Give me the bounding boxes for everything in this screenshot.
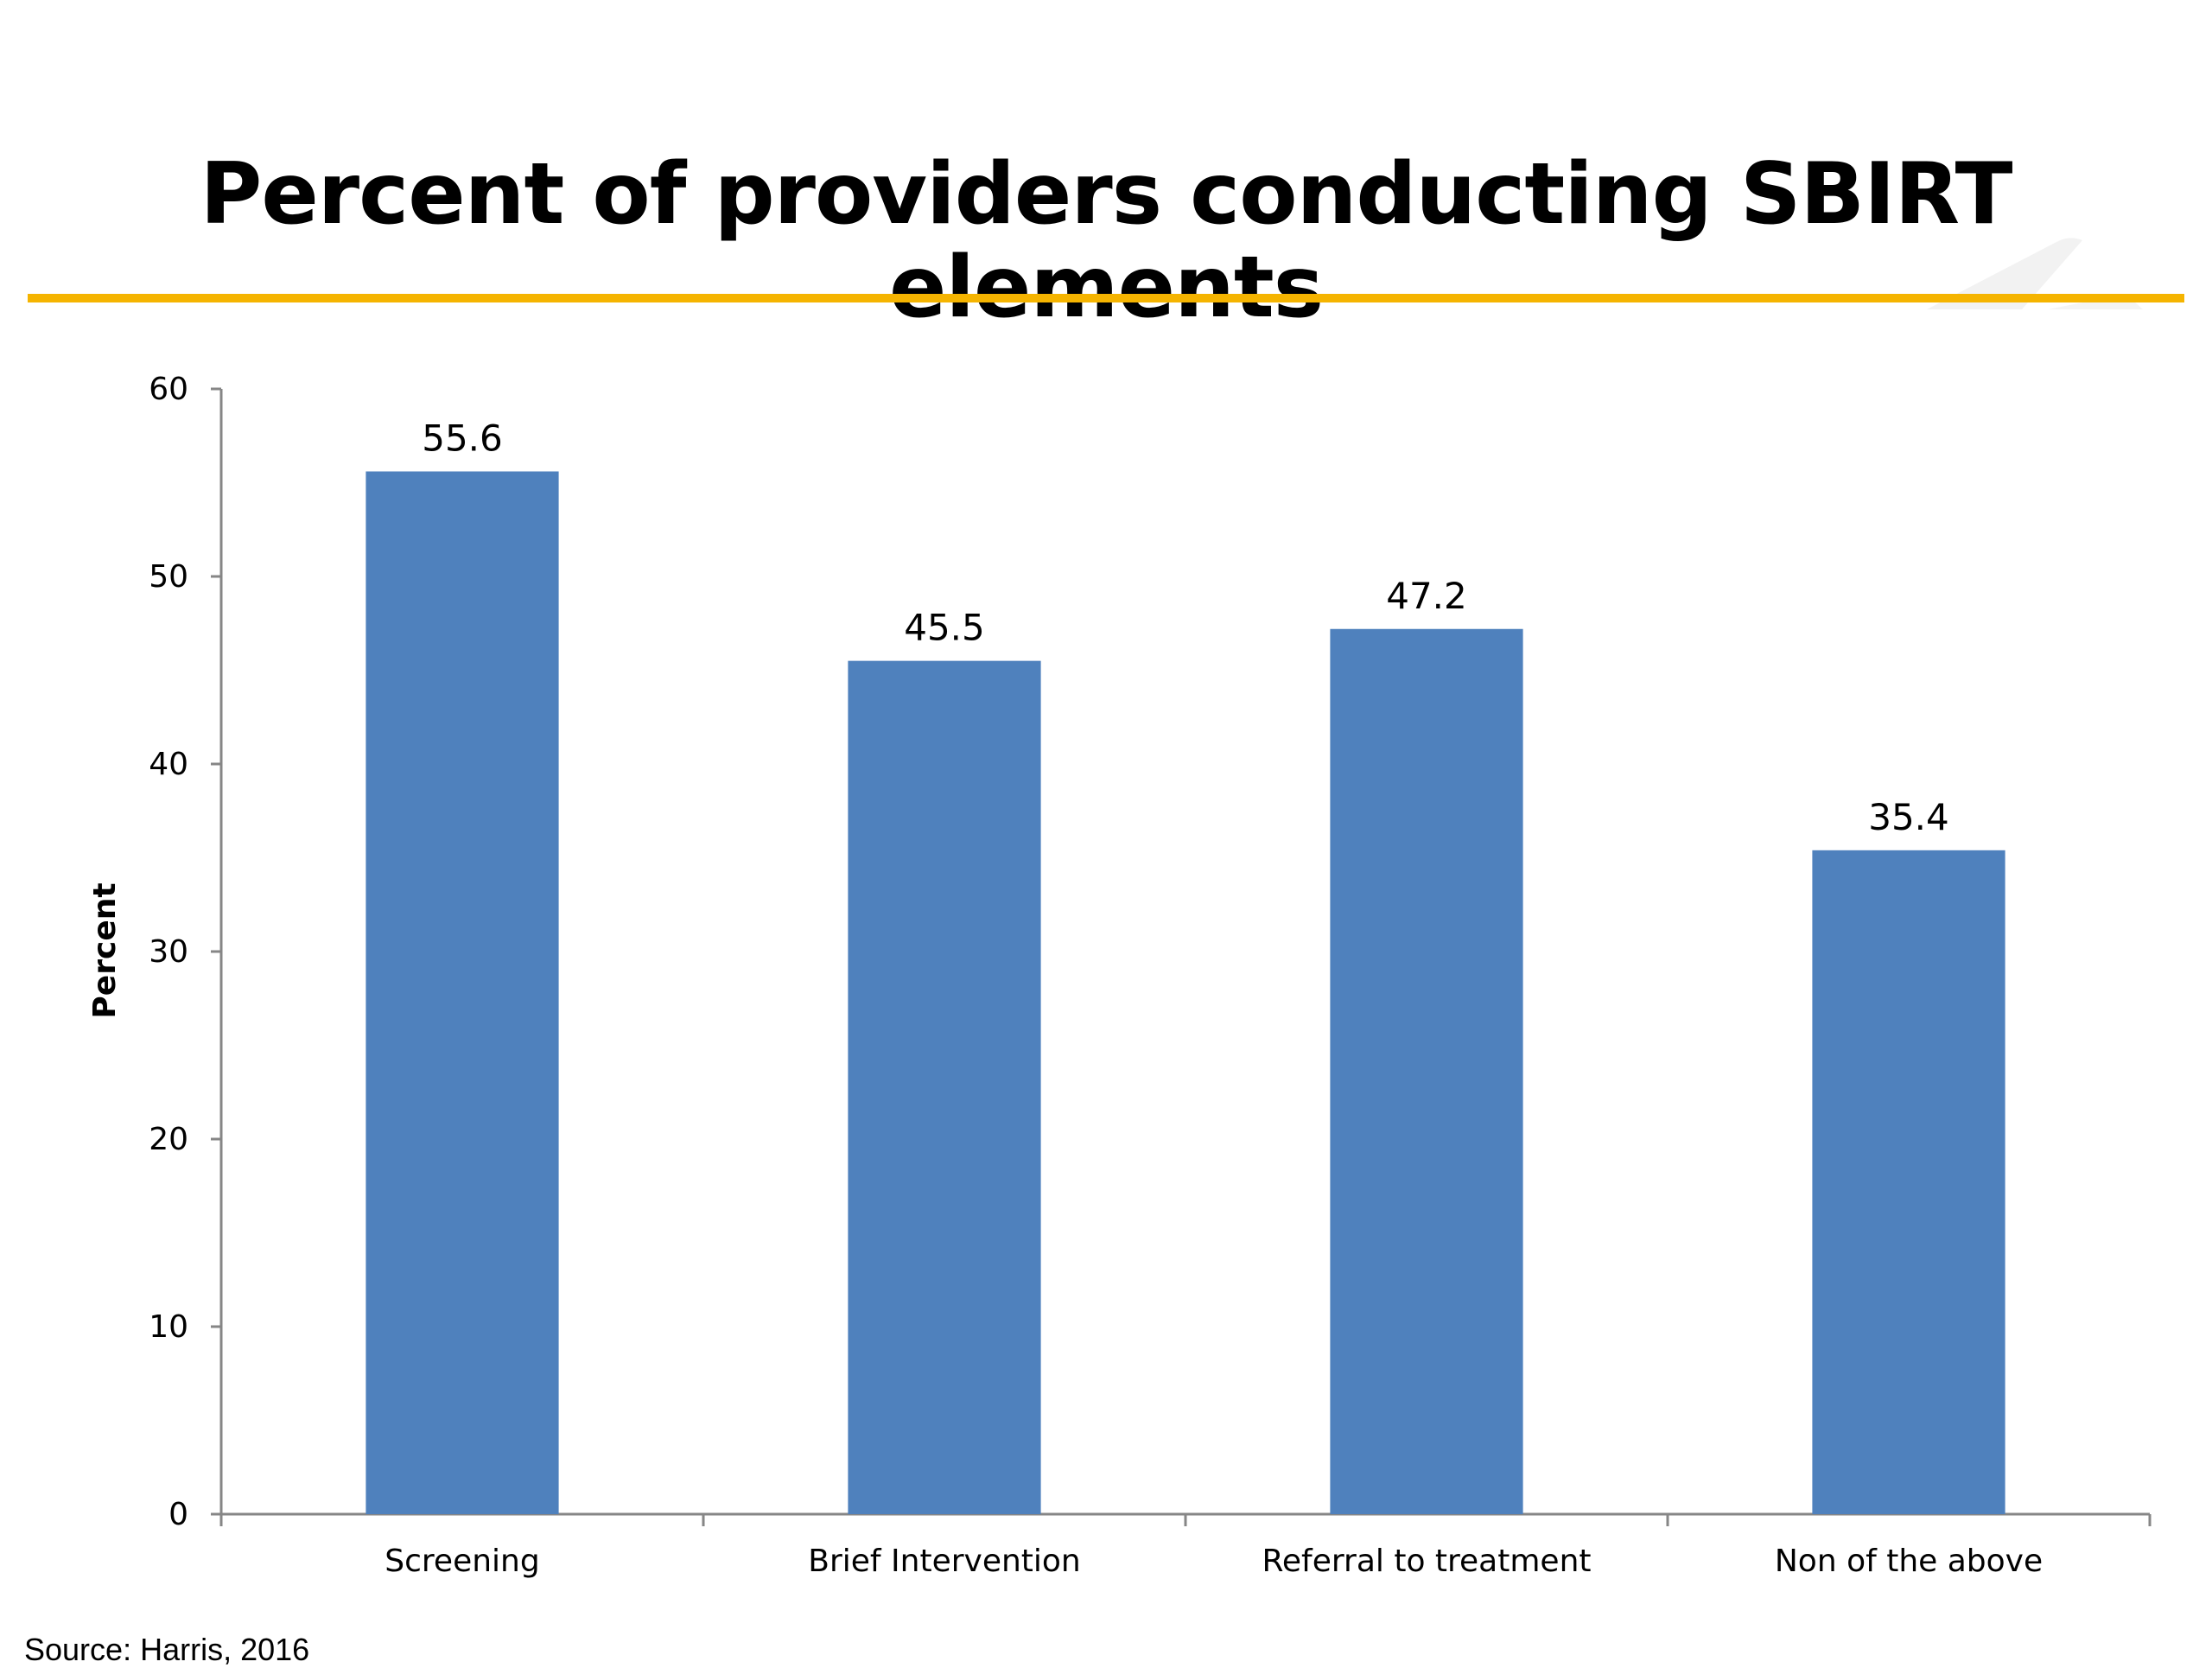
y-tick-label: 40	[149, 747, 188, 782]
y-axis: 0 10 20 30 40 50 60	[149, 372, 223, 1532]
data-label: 35.4	[1868, 796, 1949, 838]
y-tick-label: 30	[149, 934, 188, 970]
bar	[365, 471, 559, 1514]
y-tick-label: 20	[149, 1122, 188, 1157]
title-divider	[28, 294, 2184, 302]
x-tick-label: Brief Intervention	[808, 1544, 1081, 1579]
x-tick-label: Non of the above	[1775, 1544, 2043, 1579]
data-label: 45.5	[904, 607, 985, 649]
bar	[1330, 628, 1523, 1514]
y-axis-label: Percent	[87, 882, 123, 1018]
y-tick-label: 10	[149, 1309, 188, 1345]
x-tick-label: Screening	[385, 1544, 539, 1579]
y-tick-label: 50	[149, 559, 188, 595]
source-note: Source: Harris, 2016	[24, 1632, 310, 1667]
data-label: 47.2	[1386, 575, 1467, 617]
data-label: 55.6	[422, 417, 503, 459]
slide-title: Percent of providers conducting SBIRT el…	[200, 145, 2013, 337]
bar	[848, 660, 1041, 1514]
bar	[1812, 850, 2005, 1514]
x-axis	[219, 1512, 2152, 1526]
y-tick-label: 60	[149, 372, 188, 407]
y-tick-label: 0	[168, 1497, 188, 1532]
x-tick-label: Referral to treatment	[1262, 1544, 1591, 1579]
bars: 55.6 Screening 45.5 Brief Intervention 47.2 R…	[365, 417, 2043, 1579]
